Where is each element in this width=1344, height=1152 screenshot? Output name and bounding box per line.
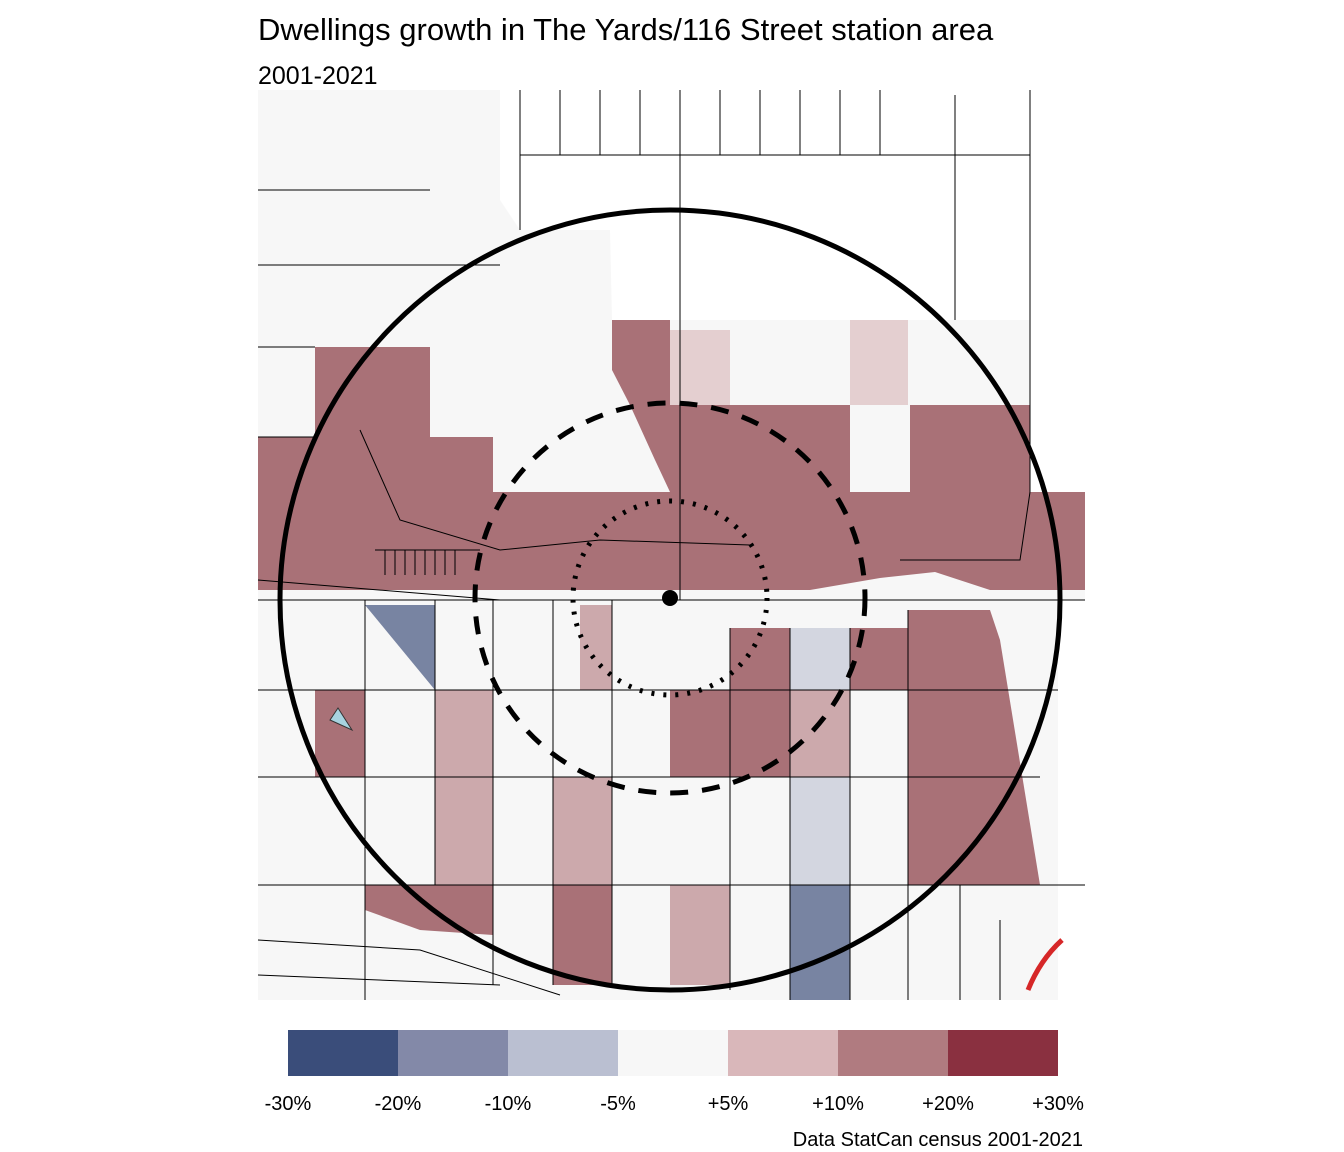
- legend-swatch: [398, 1030, 508, 1076]
- legend-label: -10%: [485, 1093, 532, 1115]
- legend-label: -20%: [375, 1093, 422, 1115]
- legend-swatch: [288, 1030, 398, 1076]
- caption: Data StatCan census 2001-2021: [793, 1129, 1083, 1151]
- legend-swatch: [508, 1030, 618, 1076]
- title: Dwellings growth in The Yards/116 Street…: [258, 12, 994, 47]
- subtitle: 2001-2021: [258, 62, 378, 90]
- legend-swatch: [618, 1030, 728, 1076]
- legend-swatch: [838, 1030, 948, 1076]
- legend-label: -5%: [600, 1093, 636, 1115]
- legend-swatch: [948, 1030, 1058, 1076]
- legend: -30% -20% -10% -5% +5% +10% +20% +30%: [265, 1030, 1084, 1115]
- map: [257, 90, 1086, 1000]
- legend-label: +10%: [812, 1093, 864, 1115]
- legend-label: +30%: [1032, 1093, 1084, 1115]
- legend-label: +20%: [922, 1093, 974, 1115]
- legend-label: -30%: [265, 1093, 312, 1115]
- legend-label: +5%: [708, 1093, 749, 1115]
- legend-swatch: [728, 1030, 838, 1076]
